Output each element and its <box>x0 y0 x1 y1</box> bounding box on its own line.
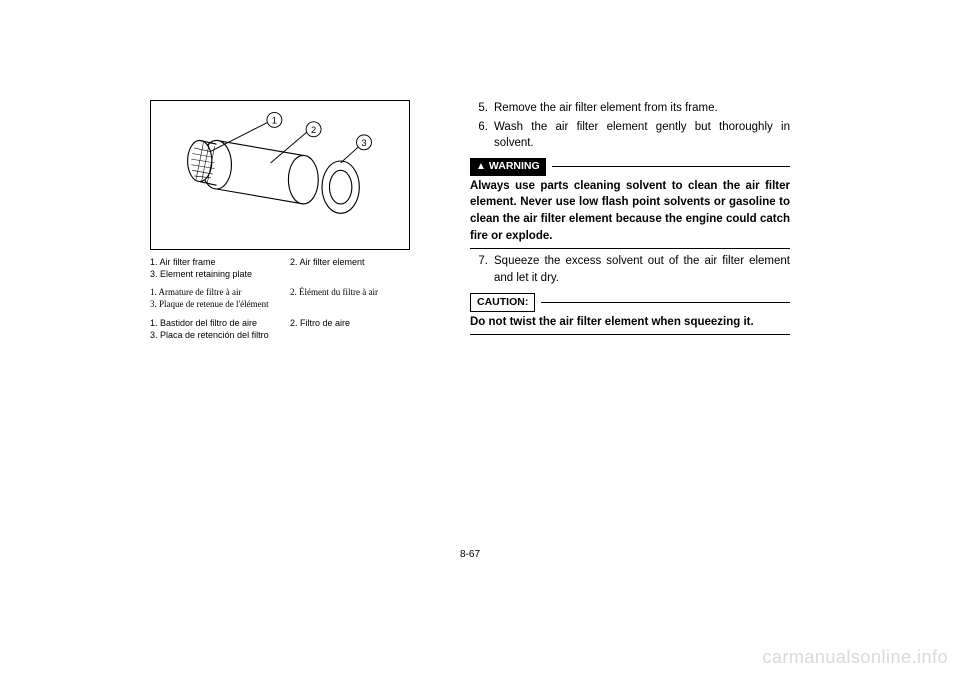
air-filter-illustration: 1 2 3 <box>155 105 405 245</box>
legend-fr-1: 1. Armature de filtre à air <box>150 286 290 298</box>
step-6-num: 6. <box>470 119 494 152</box>
warning-triangle-icon: ▲ <box>476 160 486 175</box>
warning-end-rule <box>470 248 790 249</box>
callout-3: 3 <box>361 138 366 148</box>
step-7-text: Squeeze the excess solvent out of the ai… <box>494 253 790 286</box>
legend-en-1: 1. Air filter frame <box>150 256 290 268</box>
warning-header: ▲WARNING <box>470 158 790 176</box>
caution-body: Do not twist the air filter element when… <box>470 314 790 331</box>
caution-label: CAUTION: <box>470 293 535 312</box>
legend-en: 1. Air filter frame 2. Air filter elemen… <box>150 256 430 280</box>
legend-fr: 1. Armature de filtre à air 2. Élément d… <box>150 286 430 310</box>
two-column-layout: 1 2 3 1. Air filter frame 2. Air filter … <box>150 100 790 347</box>
callout-1: 1 <box>272 116 277 126</box>
legend-en-3: 3. Element retaining plate <box>150 268 430 280</box>
warning-body: Always use parts cleaning solvent to cle… <box>470 178 790 245</box>
step-6: 6. Wash the air filter element gently bu… <box>470 119 790 152</box>
watermark-text: carmanualsonline.info <box>762 647 948 668</box>
step-5-num: 5. <box>470 100 494 117</box>
legend-es: 1. Bastidor del filtro de aire 2. Filtro… <box>150 317 430 341</box>
legend-fr-3: 3. Plaque de retenue de l'élément <box>150 298 430 310</box>
step-7-num: 7. <box>470 253 494 286</box>
step-5: 5. Remove the air filter element from it… <box>470 100 790 117</box>
left-column: 1 2 3 1. Air filter frame 2. Air filter … <box>150 100 430 347</box>
right-column: 5. Remove the air filter element from it… <box>470 100 790 347</box>
caution-end-rule <box>470 334 790 335</box>
legend-es-1: 1. Bastidor del filtro de aire <box>150 317 290 329</box>
step-5-text: Remove the air filter element from its f… <box>494 100 790 117</box>
step-6-text: Wash the air filter element gently but t… <box>494 119 790 152</box>
callout-2: 2 <box>311 125 316 135</box>
figure-air-filter: 1 2 3 <box>150 100 410 250</box>
legend-es-2: 2. Filtro de aire <box>290 317 430 329</box>
caution-header: CAUTION: <box>470 293 790 312</box>
manual-page: 1 2 3 1. Air filter frame 2. Air filter … <box>150 100 790 530</box>
legend-en-2: 2. Air filter element <box>290 256 430 268</box>
legend-fr-2: 2. Élément du filtre à air <box>290 286 430 298</box>
warning-rule <box>552 166 790 167</box>
figure-legend: 1. Air filter frame 2. Air filter elemen… <box>150 256 430 341</box>
warning-label: ▲WARNING <box>470 158 546 176</box>
page-number: 8-67 <box>150 549 790 560</box>
caution-rule <box>541 302 790 303</box>
step-7: 7. Squeeze the excess solvent out of the… <box>470 253 790 286</box>
legend-es-3: 3. Placa de retención del filtro <box>150 329 430 341</box>
warning-label-text: WARNING <box>489 160 540 172</box>
